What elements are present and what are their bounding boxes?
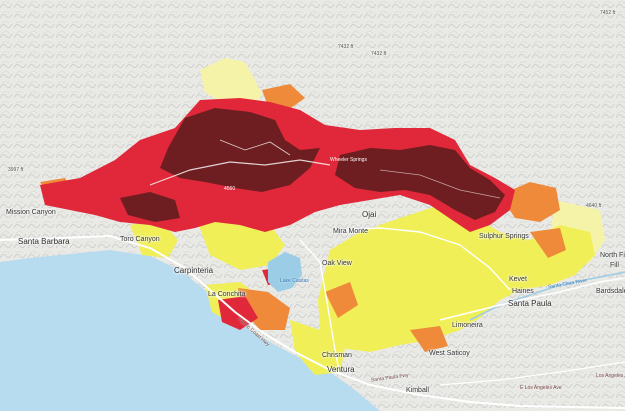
place-label: Mission Canyon xyxy=(6,209,56,216)
place-label: Kimball xyxy=(406,387,429,394)
highway-118 xyxy=(439,361,625,386)
drainage xyxy=(379,169,501,199)
santa-clara-river xyxy=(469,271,625,321)
zone-moderate xyxy=(325,282,358,318)
place-label: Oak View xyxy=(322,260,352,267)
elevation-label: 7452 ft xyxy=(600,10,616,16)
zone-moderate xyxy=(530,228,566,258)
elevation-label: 4640 ft xyxy=(586,203,602,209)
zone-very-low xyxy=(200,58,262,110)
zone-low xyxy=(318,205,595,352)
ocean xyxy=(0,250,380,411)
road-label: E Los Angeles Ave xyxy=(520,385,562,391)
highway-150 xyxy=(339,227,511,291)
highway-126 xyxy=(439,277,625,321)
road-label: Los Angeles Ave xyxy=(596,373,625,379)
place-label: Carpinteria xyxy=(174,266,214,275)
lake-casitas xyxy=(268,252,302,292)
place-label: Sulphur Springs xyxy=(479,233,529,240)
elevation-label: 4560 xyxy=(224,186,236,192)
elevation-label: 7432 ft xyxy=(338,44,354,50)
place-label: Fill xyxy=(610,262,619,269)
place-label: Limoneira xyxy=(452,322,483,329)
zone-very-high xyxy=(335,145,505,220)
highway-33 xyxy=(299,239,341,376)
place-label: Ojai xyxy=(362,210,377,219)
lake-label: Lake Casitas xyxy=(280,278,309,284)
zone-very-high xyxy=(120,192,180,222)
place-label: Mira Monte xyxy=(333,228,369,235)
zone-low xyxy=(130,220,178,258)
place-label: Santa Barbara xyxy=(18,237,70,246)
zone-moderate xyxy=(410,326,448,352)
highway-101 xyxy=(0,234,625,409)
place-label: Toro Canyon xyxy=(120,236,160,243)
zone-moderate xyxy=(500,182,560,222)
drainage xyxy=(219,139,291,156)
place-label: La Conchita xyxy=(208,291,246,298)
zone-very-high xyxy=(160,108,320,192)
zone-low xyxy=(290,320,345,375)
place-label: Kevet xyxy=(509,276,527,283)
place-label: Santa Paula xyxy=(508,299,552,308)
place-label: Haines xyxy=(512,288,534,295)
place-label: West Saticoy xyxy=(429,350,470,357)
drainage xyxy=(149,159,331,186)
elevation-label: 7432 ft xyxy=(371,51,387,57)
place-label: Ventura xyxy=(327,365,355,374)
place-label: Bardsdale xyxy=(596,288,625,295)
place-label: North Fill xyxy=(600,252,625,259)
elevation-label: 3997 ft xyxy=(8,167,24,173)
place-label: Wheeler Springs xyxy=(330,157,367,163)
place-label: Chrisman xyxy=(322,352,352,359)
